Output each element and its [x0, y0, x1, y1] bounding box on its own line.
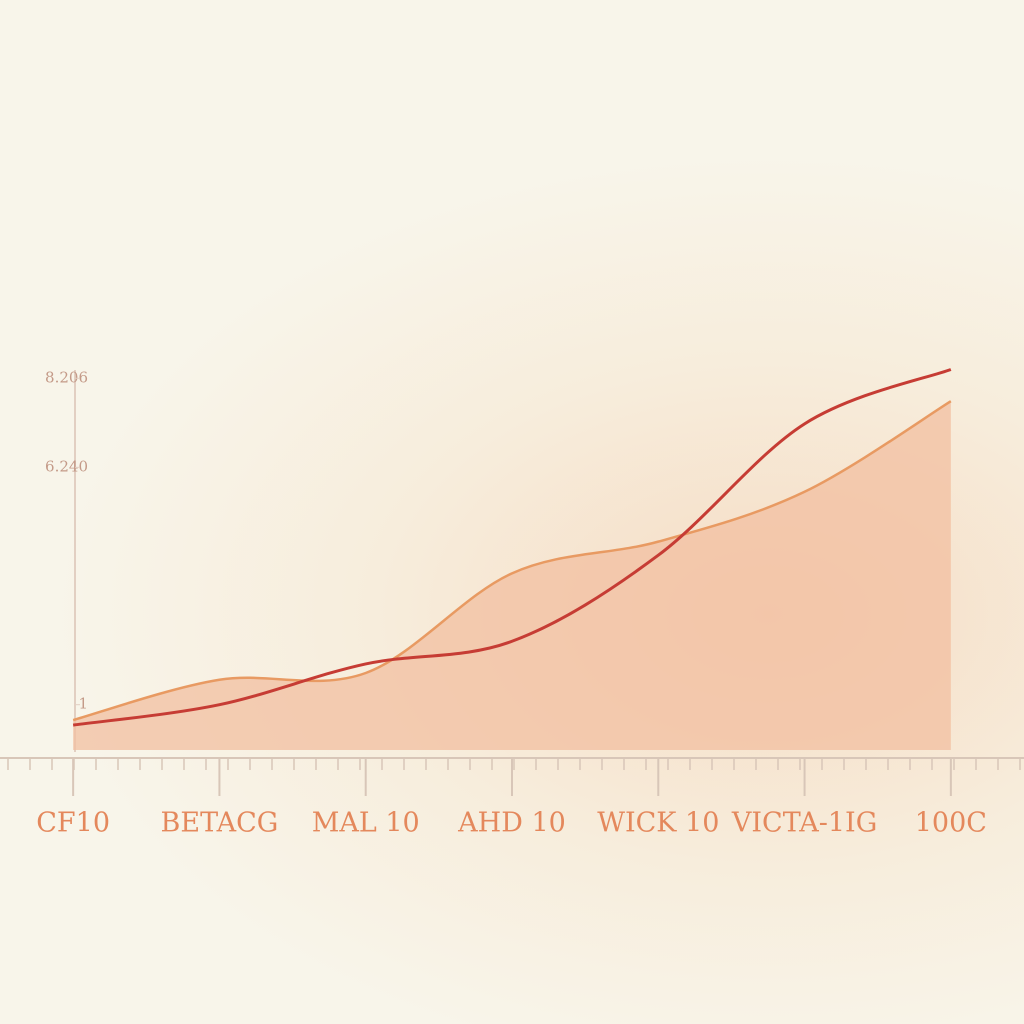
- x-tick-label: AHD 10: [457, 808, 566, 839]
- x-tick-label: 100C: [915, 808, 987, 839]
- x-tick-label: WICK 10: [597, 808, 719, 839]
- y-tick-label: 1: [78, 695, 88, 713]
- area: [73, 401, 951, 750]
- x-tick-label: CF10: [36, 808, 110, 839]
- y-tick-label: 8.206: [45, 368, 88, 386]
- y-tick-label: 6.240: [45, 457, 88, 475]
- x-tick-label: VICTA-1IG: [731, 808, 877, 839]
- x-tick-label: BETACG: [161, 808, 279, 839]
- line: [72, 368, 952, 727]
- line: [72, 400, 952, 722]
- x-tick-label: MAL 10: [312, 808, 420, 839]
